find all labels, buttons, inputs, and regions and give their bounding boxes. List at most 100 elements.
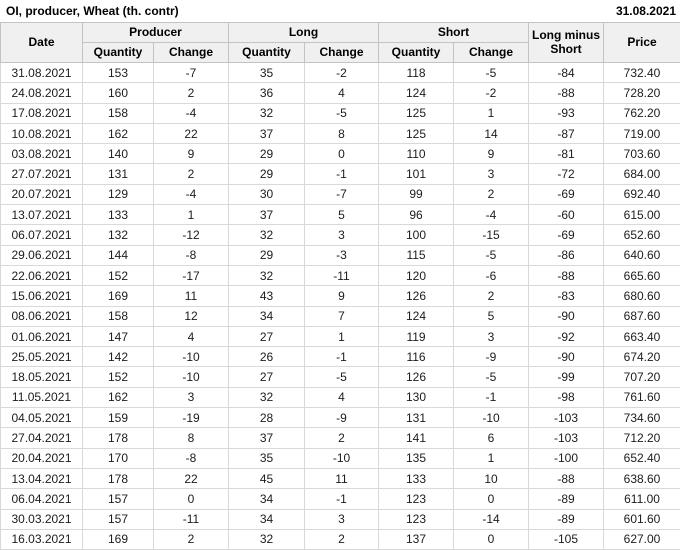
producer-change-cell: 9 [154, 144, 229, 164]
short-quantity-cell: 118 [379, 63, 454, 83]
date-cell: 13.07.2021 [1, 205, 83, 225]
price-cell: 712.20 [604, 428, 680, 448]
producer-change-cell: -4 [154, 184, 229, 204]
producer-change-cell: 2 [154, 83, 229, 103]
short-quantity-cell: 123 [379, 509, 454, 529]
short-quantity-cell: 110 [379, 144, 454, 164]
producer-quantity-cell: 129 [83, 184, 154, 204]
price-cell: 652.60 [604, 225, 680, 245]
short-change-cell: 1 [454, 103, 529, 123]
short-quantity-cell: 126 [379, 286, 454, 306]
producer-change-cell: -4 [154, 103, 229, 123]
long-quantity-cell: 32 [229, 225, 305, 245]
long-change-cell: 0 [305, 144, 379, 164]
date-cell: 15.06.2021 [1, 286, 83, 306]
producer-change-cell: -10 [154, 347, 229, 367]
long-quantity-cell: 45 [229, 468, 305, 488]
producer-change-cell: -10 [154, 367, 229, 387]
short-quantity-cell: 135 [379, 448, 454, 468]
long-minus-short-cell: -98 [529, 387, 604, 407]
producer-change-cell: -11 [154, 509, 229, 529]
long-quantity-cell: 32 [229, 529, 305, 549]
short-change-cell: 0 [454, 489, 529, 509]
long-change-cell: 8 [305, 123, 379, 143]
producer-change-cell: 8 [154, 428, 229, 448]
col-header-long-quantity: Quantity [229, 43, 305, 63]
price-cell: 674.20 [604, 347, 680, 367]
producer-change-cell: 22 [154, 468, 229, 488]
long-quantity-cell: 43 [229, 286, 305, 306]
producer-quantity-cell: 132 [83, 225, 154, 245]
long-quantity-cell: 29 [229, 245, 305, 265]
price-cell: 719.00 [604, 123, 680, 143]
long-minus-short-cell: -88 [529, 265, 604, 285]
long-quantity-cell: 34 [229, 306, 305, 326]
short-change-cell: -14 [454, 509, 529, 529]
date-cell: 22.06.2021 [1, 265, 83, 285]
producer-quantity-cell: 170 [83, 448, 154, 468]
price-cell: 707.20 [604, 367, 680, 387]
long-change-cell: -7 [305, 184, 379, 204]
report-date: 31.08.2021 [616, 4, 676, 18]
producer-quantity-cell: 159 [83, 408, 154, 428]
long-quantity-cell: 35 [229, 63, 305, 83]
long-minus-short-cell: -87 [529, 123, 604, 143]
table-header: Date Producer Long Short Long minus Shor… [1, 23, 680, 63]
producer-quantity-cell: 178 [83, 428, 154, 448]
col-header-date: Date [1, 23, 83, 63]
col-header-long-change: Change [305, 43, 379, 63]
price-cell: 728.20 [604, 83, 680, 103]
long-change-cell: 1 [305, 326, 379, 346]
date-cell: 17.08.2021 [1, 103, 83, 123]
price-cell: 732.40 [604, 63, 680, 83]
long-change-cell: -10 [305, 448, 379, 468]
short-change-cell: 6 [454, 428, 529, 448]
short-quantity-cell: 115 [379, 245, 454, 265]
long-quantity-cell: 34 [229, 489, 305, 509]
long-minus-short-cell: -90 [529, 347, 604, 367]
long-quantity-cell: 32 [229, 387, 305, 407]
col-header-short-change: Change [454, 43, 529, 63]
long-change-cell: 2 [305, 428, 379, 448]
short-quantity-cell: 130 [379, 387, 454, 407]
date-cell: 06.07.2021 [1, 225, 83, 245]
short-change-cell: 3 [454, 164, 529, 184]
short-change-cell: -10 [454, 408, 529, 428]
short-change-cell: -1 [454, 387, 529, 407]
producer-change-cell: 3 [154, 387, 229, 407]
long-change-cell: -9 [305, 408, 379, 428]
col-header-producer-quantity: Quantity [83, 43, 154, 63]
long-minus-short-cell: -105 [529, 529, 604, 549]
long-minus-short-cell: -81 [529, 144, 604, 164]
long-quantity-cell: 27 [229, 326, 305, 346]
long-change-cell: -11 [305, 265, 379, 285]
date-cell: 20.04.2021 [1, 448, 83, 468]
col-header-short: Short [379, 23, 529, 43]
price-cell: 680.60 [604, 286, 680, 306]
col-header-long-minus-short: Long minus Short [529, 23, 604, 63]
short-quantity-cell: 131 [379, 408, 454, 428]
long-minus-short-cell: -69 [529, 225, 604, 245]
price-cell: 615.00 [604, 205, 680, 225]
long-quantity-cell: 28 [229, 408, 305, 428]
date-cell: 03.08.2021 [1, 144, 83, 164]
long-change-cell: -3 [305, 245, 379, 265]
producer-quantity-cell: 160 [83, 83, 154, 103]
col-header-producer-change: Change [154, 43, 229, 63]
short-quantity-cell: 96 [379, 205, 454, 225]
long-minus-short-cell: -99 [529, 367, 604, 387]
short-quantity-cell: 119 [379, 326, 454, 346]
widget-title: OI, producer, Wheat (th. contr) [6, 4, 179, 18]
long-change-cell: 9 [305, 286, 379, 306]
short-change-cell: -5 [454, 245, 529, 265]
